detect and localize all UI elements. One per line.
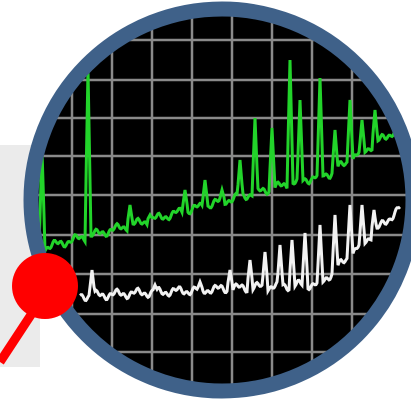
white-trace (79, 204, 402, 303)
green-trace (38, 59, 401, 257)
ring (23, 1, 411, 399)
traces (38, 59, 402, 303)
pointer-dot (12, 253, 78, 319)
